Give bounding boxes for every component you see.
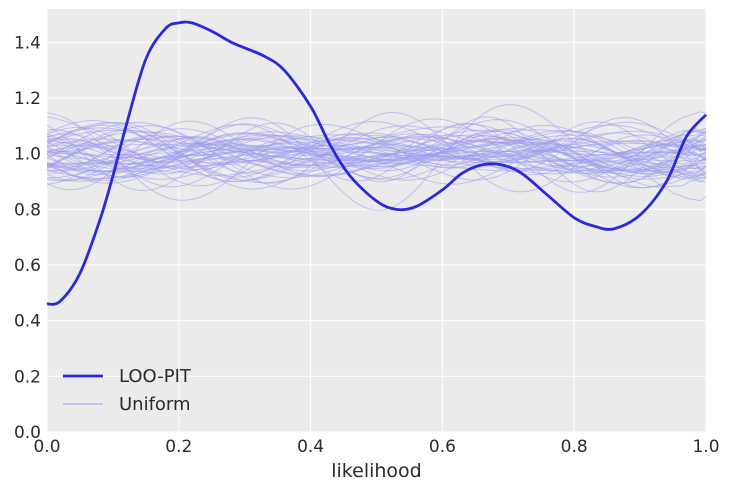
- uniform-series: [46, 104, 707, 211]
- y-tick-label: 0.2: [14, 367, 41, 387]
- uniform-line: [46, 122, 707, 183]
- x-tick-labels: 0.0 0.2 0.4 0.6 0.8 1.0: [33, 437, 719, 457]
- uniform-line: [46, 134, 707, 173]
- uniform-line: [46, 135, 707, 176]
- uniform-line: [46, 132, 707, 202]
- x-tick-label: 0.2: [165, 437, 192, 457]
- y-tick-label: 1.0: [14, 145, 41, 165]
- grid-lines: [46, 9, 707, 433]
- plot-background: [47, 9, 706, 432]
- uniform-line: [46, 141, 707, 170]
- x-tick-label: 1.0: [692, 437, 719, 457]
- x-tick-label: 0.4: [297, 437, 324, 457]
- y-tick-labels: 0.0 0.2 0.4 0.6 0.8 1.0 1.2 1.4: [14, 33, 41, 443]
- x-tick-label: 0.0: [33, 437, 60, 457]
- x-axis-label: likelihood: [331, 460, 421, 482]
- uniform-line: [46, 133, 707, 180]
- uniform-line: [46, 136, 707, 178]
- y-tick-label: 0.4: [14, 312, 41, 332]
- loo-pit-line: [46, 20, 708, 306]
- legend: LOO-PIT Uniform: [63, 366, 192, 415]
- y-tick-label: 0.8: [14, 200, 41, 220]
- uniform-line: [46, 132, 707, 174]
- y-tick-label: 0.0: [14, 423, 41, 443]
- uniform-line: [46, 120, 707, 191]
- uniform-line: [46, 121, 707, 192]
- y-tick-label: 0.6: [14, 256, 41, 276]
- uniform-line: [46, 124, 707, 181]
- uniform-line: [46, 112, 707, 201]
- uniform-line: [46, 135, 707, 171]
- uniform-line: [46, 122, 707, 184]
- legend-loo-pit-label: LOO-PIT: [119, 366, 192, 387]
- x-tick-label: 0.6: [429, 437, 456, 457]
- uniform-line: [46, 139, 707, 165]
- uniform-line: [46, 144, 707, 164]
- y-tick-label: 1.2: [14, 89, 41, 109]
- x-tick-label: 0.8: [561, 437, 588, 457]
- legend-uniform-label: Uniform: [119, 394, 191, 415]
- y-tick-label: 1.4: [14, 33, 41, 53]
- uniform-line: [46, 116, 707, 193]
